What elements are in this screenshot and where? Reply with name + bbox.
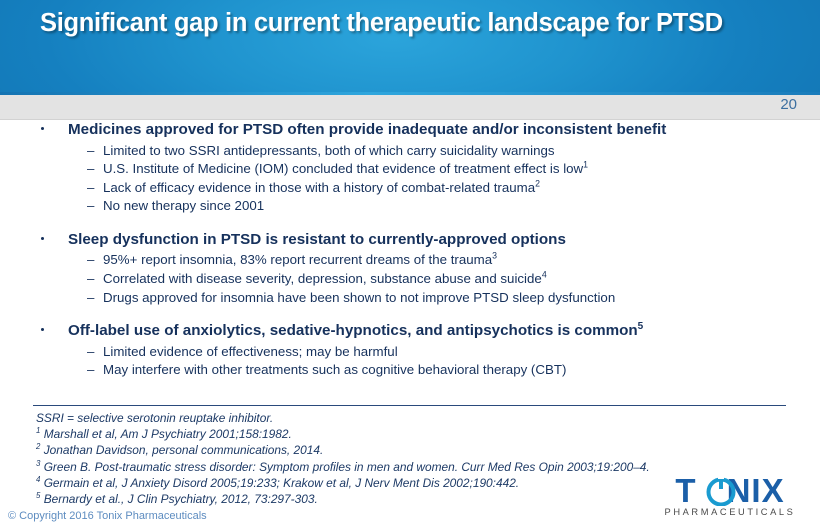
footnote-marker: 2 bbox=[535, 178, 541, 189]
footnote-text: Jonathan Davidson, personal communicatio… bbox=[43, 443, 324, 458]
sub-bullet-list: – Limited evidence of effectiveness; may … bbox=[0, 343, 820, 380]
footnote-text: Bernardy et al., J Clin Psychiatry, 2012… bbox=[43, 492, 318, 507]
bullet-group: Sleep dysfunction in PTSD is resistant t… bbox=[0, 230, 820, 307]
bullet-level2-label: U.S. Institute of Medicine (IOM) conclud… bbox=[103, 161, 584, 177]
bullet-level2: – Limited to two SSRI antidepressants, bo… bbox=[0, 142, 820, 161]
bullet-level2-label: Limited to two SSRI antidepressants, bot… bbox=[103, 142, 555, 158]
bullet-level2-label: Correlated with disease severity, depres… bbox=[103, 270, 542, 286]
bullet-level1: Sleep dysfunction in PTSD is resistant t… bbox=[0, 230, 820, 250]
footnote-marker: 4 bbox=[541, 269, 547, 280]
bullet-level1: Off-label use of anxiolytics, sedative-h… bbox=[0, 321, 820, 341]
footnote-text: SSRI = selective serotonin reuptake inhi… bbox=[36, 411, 274, 425]
bullet-level1-label: Off-label use of anxiolytics, sedative-h… bbox=[68, 322, 638, 340]
bullet-level2-label: May interfere with other treatments such… bbox=[103, 362, 567, 378]
slide-header-banner: Significant gap in current therapeutic l… bbox=[0, 0, 820, 92]
bullet-level2: – May interfere with other treatments suc… bbox=[0, 361, 820, 380]
bullet-level2: – Drugs approved for insomnia have been s… bbox=[0, 289, 820, 308]
tonix-logo: T NIX PHARMACEUTICALS bbox=[648, 474, 812, 526]
footnote-item: 4 Germain et al, J Anxiety Disord 2005;1… bbox=[36, 475, 796, 491]
footnote-item: 1 Marshall et al, Am J Psychiatry 2001;1… bbox=[36, 426, 796, 442]
bullet-dash-icon: – bbox=[87, 161, 95, 177]
footnote-item: 2 Jonathan Davidson, personal communicat… bbox=[36, 442, 796, 458]
bullet-level2-label: Drugs approved for insomnia have been sh… bbox=[103, 289, 616, 305]
bullet-dot-icon bbox=[41, 236, 44, 240]
slide-body: Medicines approved for PTSD often provid… bbox=[0, 120, 820, 380]
logo-wordmark: T NIX bbox=[648, 474, 812, 508]
footnote-item: SSRI = selective serotonin reuptake inhi… bbox=[36, 410, 796, 426]
footnote-marker: 1 bbox=[583, 159, 589, 170]
bullet-dash-icon: – bbox=[87, 252, 95, 268]
bullet-dot-icon bbox=[41, 328, 44, 332]
footnote-number: 1 bbox=[36, 426, 41, 436]
footnote-number: 5 bbox=[36, 491, 41, 501]
power-symbol-icon bbox=[706, 476, 736, 506]
bullet-level2-label: 95%+ report insomnia, 83% report recurre… bbox=[103, 252, 493, 268]
footnote-number: 3 bbox=[36, 458, 41, 468]
copyright-notice: © Copyright 2016 Tonix Pharmaceuticals bbox=[8, 510, 207, 522]
bullet-dot-icon bbox=[41, 127, 44, 130]
bullet-dash-icon: – bbox=[87, 198, 95, 214]
page-number-band bbox=[0, 95, 820, 120]
bullet-level2: –95%+ report insomnia, 83% report recurr… bbox=[0, 251, 820, 270]
page-number: 20 bbox=[780, 96, 797, 113]
bullet-dash-icon: – bbox=[87, 343, 95, 359]
footnote-item: 3 Green B. Post-traumatic stress disorde… bbox=[36, 459, 796, 475]
bullet-level2: – Correlated with disease severity, depre… bbox=[0, 270, 820, 289]
bullet-level2: – Lack of efficacy evidence in those with… bbox=[0, 179, 820, 198]
bullet-dash-icon: – bbox=[87, 289, 95, 305]
bullet-level2: – Limited evidence of effectiveness; may … bbox=[0, 343, 820, 362]
footnotes-list: SSRI = selective serotonin reuptake inhi… bbox=[36, 410, 796, 507]
bullet-level2-label: No new therapy since 2001 bbox=[103, 198, 265, 214]
bullet-group: Off-label use of anxiolytics, sedative-h… bbox=[0, 321, 820, 380]
footnote-marker: 5 bbox=[637, 321, 644, 333]
bullet-level1-label: Medicines approved for PTSD often provid… bbox=[68, 121, 667, 138]
bullet-level2: – No new therapy since 2001 bbox=[0, 197, 820, 216]
bullet-level1-label: Sleep dysfunction in PTSD is resistant t… bbox=[68, 230, 566, 248]
footnote-text: Marshall et al, Am J Psychiatry 2001;158… bbox=[43, 427, 292, 442]
footnote-number: 2 bbox=[36, 442, 41, 452]
bullet-level2-label: Limited evidence of effectiveness; may b… bbox=[103, 343, 398, 359]
bullet-level1: Medicines approved for PTSD often provid… bbox=[0, 120, 820, 140]
footnote-marker: 3 bbox=[492, 250, 498, 261]
bullet-level2: – U.S. Institute of Medicine (IOM) conclu… bbox=[0, 160, 820, 179]
bullet-dash-icon: – bbox=[87, 179, 95, 195]
footnote-text: Germain et al, J Anxiety Disord 2005;19:… bbox=[43, 475, 520, 490]
sub-bullet-list: – Limited to two SSRI antidepressants, bo… bbox=[0, 142, 820, 216]
logo-word-right: NIX bbox=[726, 472, 785, 509]
logo-tagline: PHARMACEUTICALS bbox=[664, 507, 796, 517]
bullet-group: Medicines approved for PTSD often provid… bbox=[0, 120, 820, 216]
footnote-item: 5 Bernardy et al., J Clin Psychiatry, 20… bbox=[36, 491, 796, 507]
bullet-dash-icon: – bbox=[87, 270, 95, 286]
bullet-dash-icon: – bbox=[87, 362, 95, 378]
header-underline bbox=[0, 92, 820, 95]
page-title: Significant gap in current therapeutic l… bbox=[40, 9, 723, 37]
logo-word-left: T bbox=[675, 472, 697, 509]
sub-bullet-list: –95%+ report insomnia, 83% report recurr… bbox=[0, 251, 820, 307]
footnote-number: 4 bbox=[36, 474, 41, 484]
bullet-level2-label: Lack of efficacy evidence in those with … bbox=[103, 179, 536, 195]
footnote-divider bbox=[33, 405, 786, 406]
footnote-text: Green B. Post-traumatic stress disorder:… bbox=[43, 459, 650, 474]
bullet-dash-icon: – bbox=[87, 142, 95, 158]
